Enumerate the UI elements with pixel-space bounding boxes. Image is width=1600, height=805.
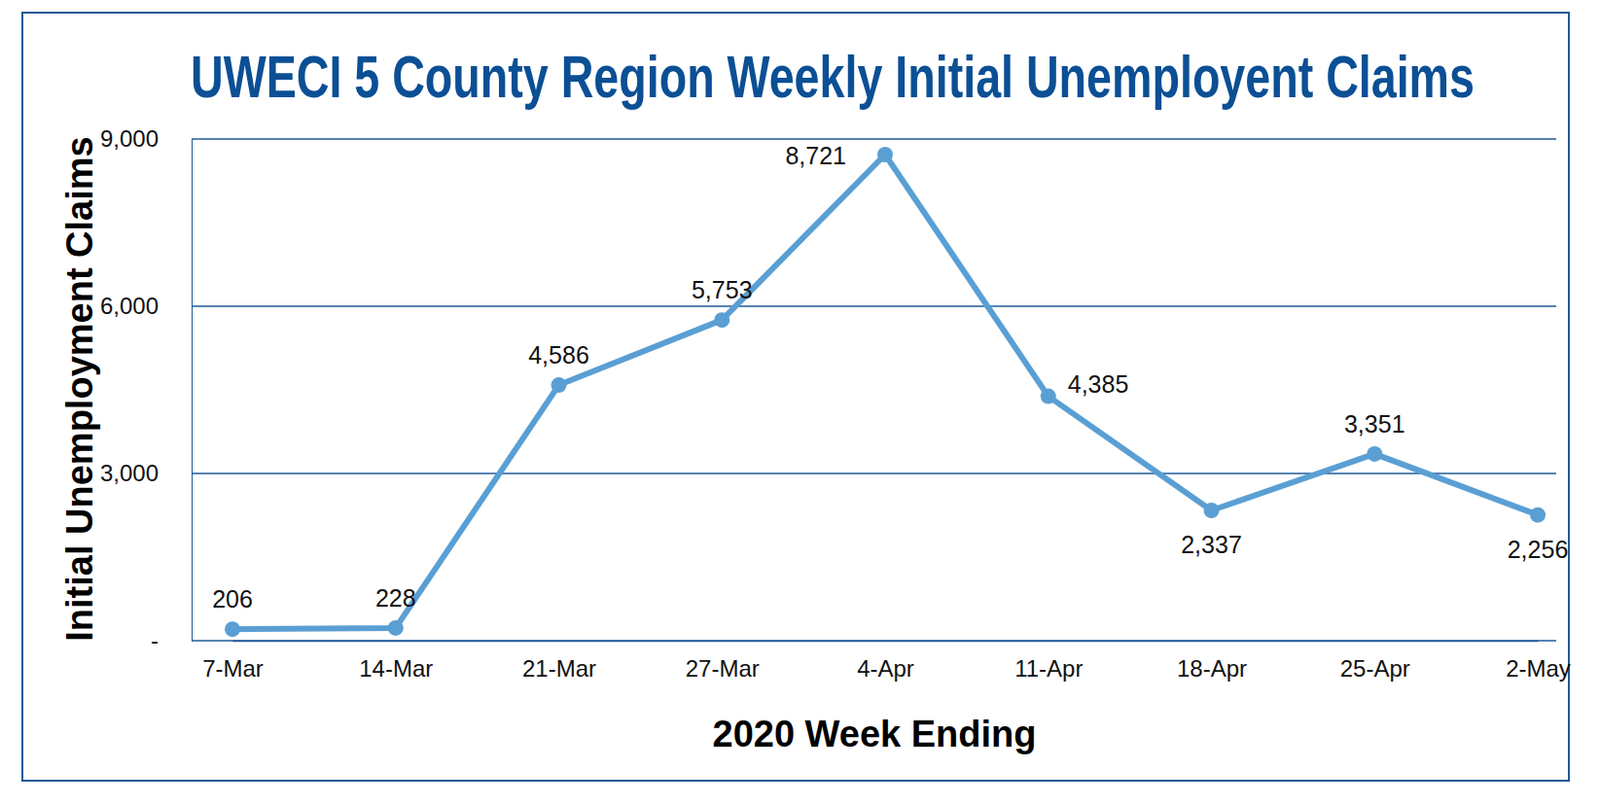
y-tick: 3,000 (100, 460, 192, 487)
y-axis-line (191, 140, 193, 642)
y-tick-label: - (150, 627, 159, 654)
x-tick-label: 14-Mar (358, 655, 433, 682)
x-tick: 11-Apr (1014, 640, 1083, 682)
x-tick: 7-Mar (202, 640, 264, 682)
x-tick: 21-Mar (522, 640, 597, 682)
x-tick-label: 11-Apr (1014, 655, 1083, 682)
x-tick: 14-Mar (358, 640, 433, 682)
x-tick-label: 27-Mar (685, 655, 760, 682)
y-axis: - 3,000 6,000 9,000 (100, 125, 193, 654)
y-axis-title: Initial Unemployment Claims (59, 136, 101, 641)
data-label: 2,256 (1507, 535, 1569, 564)
point (224, 621, 241, 638)
point (713, 312, 730, 328)
x-tick-label: 2-May (1505, 655, 1571, 682)
point (1040, 389, 1057, 405)
grid-line (191, 472, 1557, 475)
data-label: 2,337 (1180, 531, 1243, 559)
grid (191, 139, 1557, 641)
y-tick-label: 3,000 (100, 460, 159, 487)
data-label: 8,721 (784, 142, 847, 170)
y-tick: - (150, 627, 192, 654)
chart: UWECI 5 County Region Weekly Initial Une… (0, 0, 1600, 805)
line (232, 154, 1538, 630)
point (1204, 502, 1220, 519)
point (551, 377, 568, 393)
y-tick: 6,000 (100, 292, 192, 320)
x-axis-title: 2020 Week Ending (712, 713, 1037, 755)
point (1529, 507, 1546, 524)
plot-area (224, 146, 1546, 638)
title: UWECI 5 County Region Weekly Initial Une… (190, 42, 1475, 110)
x-tick: 18-Apr (1176, 640, 1247, 682)
data-label: 228 (375, 584, 417, 612)
x-tick-label: 18-Apr (1176, 655, 1247, 682)
grid-line (191, 138, 1557, 141)
point (388, 620, 404, 637)
x-tick: 4-Apr (856, 640, 915, 682)
x-tick: 25-Apr (1340, 640, 1411, 682)
x-tick-label: 7-Mar (202, 655, 264, 682)
data-labels: 206 228 4,586 5,753 8,721 4,385 2,337 3,351 2,25… (212, 142, 1568, 613)
data-label: 3,351 (1344, 410, 1406, 438)
x-tick-label: 21-Mar (522, 655, 597, 682)
x-tick: 2-May (1505, 640, 1571, 682)
x-axis-line (233, 640, 1539, 643)
y-tick: 9,000 (100, 125, 192, 152)
x-tick-label: 25-Apr (1340, 655, 1411, 682)
point (877, 146, 893, 163)
point (1366, 446, 1383, 463)
data-label: 206 (212, 585, 253, 613)
x-tick-label: 4-Apr (856, 655, 915, 682)
data-label: 4,586 (528, 341, 590, 369)
frame (22, 12, 1569, 782)
y-tick-label: 6,000 (100, 292, 159, 320)
data-label: 5,753 (691, 276, 753, 304)
x-axis: 7-Mar 14-Mar 21-Mar 27-Mar 4-Apr 11-Apr 18-Apr… (202, 640, 1571, 682)
grid-line (191, 305, 1557, 308)
data-label: 4,385 (1067, 370, 1130, 398)
y-tick-label: 9,000 (100, 125, 159, 152)
grid-line (191, 640, 1557, 642)
x-tick: 27-Mar (685, 640, 760, 682)
